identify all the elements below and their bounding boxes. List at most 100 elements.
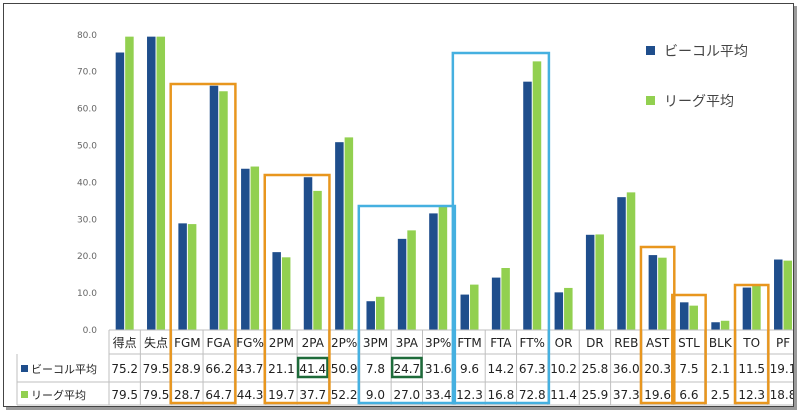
table-value: 19.1 bbox=[770, 362, 793, 376]
bar-beecol-9 bbox=[397, 238, 407, 330]
table-value: 43.7 bbox=[237, 362, 264, 376]
bar-league-0 bbox=[125, 36, 134, 331]
x-category-label: PF bbox=[776, 336, 790, 350]
table-value: 19.7 bbox=[268, 388, 295, 402]
bar-league-14 bbox=[564, 287, 573, 330]
highlight-cell bbox=[390, 356, 423, 379]
legend-label: ビーコル平均 bbox=[664, 44, 748, 60]
bar-beecol-12 bbox=[491, 277, 501, 330]
y-tick-label: 0.0 bbox=[83, 326, 98, 336]
table-row-header: ビーコル平均 bbox=[31, 363, 97, 376]
highlight-box-STL bbox=[671, 293, 707, 405]
table-value: 14.2 bbox=[488, 362, 515, 376]
x-category-label: BLK bbox=[709, 336, 733, 350]
table-value: 79.5 bbox=[143, 388, 170, 402]
highlight-box-FGM bbox=[169, 82, 237, 405]
table-value: 10.2 bbox=[550, 362, 577, 376]
bar-league-3 bbox=[219, 91, 228, 330]
x-category-label: STL bbox=[678, 336, 700, 350]
bar-league-6 bbox=[313, 190, 322, 330]
x-category-label: 2P% bbox=[331, 336, 357, 350]
y-tick-label: 20.0 bbox=[77, 252, 97, 262]
highlight-box-TO bbox=[733, 283, 770, 405]
bar-league-5 bbox=[281, 257, 291, 330]
table-value: 25.8 bbox=[582, 362, 609, 376]
table-value: 2.1 bbox=[711, 362, 730, 376]
bar-league-7 bbox=[344, 137, 354, 330]
table-value: 37.3 bbox=[613, 388, 640, 402]
bar-beecol-21 bbox=[774, 259, 783, 330]
table-value: 7.5 bbox=[679, 362, 698, 376]
table-value: 72.8 bbox=[519, 388, 546, 402]
x-category-label: FT% bbox=[520, 336, 545, 350]
bar-beecol-1 bbox=[147, 36, 156, 331]
bar-league-18 bbox=[689, 305, 698, 330]
bar-beecol-13 bbox=[523, 81, 532, 331]
y-tick-label: 10.0 bbox=[77, 289, 97, 299]
bar-league-11 bbox=[470, 284, 479, 330]
x-category-label: 3PM bbox=[363, 336, 388, 350]
bar-beecol-18 bbox=[679, 302, 689, 330]
table-value: 12.3 bbox=[738, 388, 765, 402]
x-category-label: FTA bbox=[490, 336, 512, 350]
bar-chart: 0.0 10.0 20.0 30.0 40.0 50.0 60.0 70.0 80.0 得点 失点 F… bbox=[16, 31, 793, 406]
x-category-label: 失点 bbox=[144, 335, 168, 350]
bar-league-12 bbox=[501, 268, 510, 330]
bar-beecol-7 bbox=[335, 142, 344, 330]
bar-beecol-2 bbox=[178, 223, 187, 330]
table-value: 28.9 bbox=[174, 362, 201, 376]
x-category-label: FTM bbox=[457, 336, 481, 350]
table-value: 7.8 bbox=[366, 362, 385, 376]
bar-league-13 bbox=[532, 61, 542, 330]
bar-league-1 bbox=[156, 36, 166, 331]
x-category-label: AST bbox=[646, 336, 670, 350]
x-category-label: DR bbox=[586, 336, 604, 350]
bar-beecol-0 bbox=[115, 52, 125, 331]
bar-league-16 bbox=[626, 192, 636, 330]
highlight-box-2PM bbox=[263, 173, 331, 405]
x-category-label: 3P% bbox=[425, 336, 451, 350]
table-value: 9.6 bbox=[460, 362, 479, 376]
y-tick-label: 80.0 bbox=[77, 31, 97, 41]
table-row-header: リーグ平均 bbox=[31, 388, 86, 402]
table-value: 50.9 bbox=[331, 362, 358, 376]
bar-beecol-16 bbox=[617, 197, 626, 330]
x-category-label: 得点 bbox=[113, 335, 137, 350]
bar-beecol-20 bbox=[742, 287, 752, 330]
bar-beecol-17 bbox=[648, 255, 658, 330]
y-tick-label: 30.0 bbox=[77, 215, 97, 225]
table-value: 21.1 bbox=[268, 362, 295, 376]
x-category-label: 2PA bbox=[302, 336, 325, 350]
bar-league-15 bbox=[595, 234, 604, 330]
bar-beecol-3 bbox=[209, 85, 219, 330]
table-value: 44.3 bbox=[237, 388, 264, 402]
legend-swatch-0 bbox=[646, 46, 655, 55]
legend-swatch-1 bbox=[646, 96, 655, 105]
table-value: 36.0 bbox=[613, 362, 640, 376]
highlight-box-FTM bbox=[451, 51, 551, 405]
table-value: 12.3 bbox=[456, 388, 483, 402]
bar-beecol-6 bbox=[303, 177, 313, 330]
x-category-label: 3PA bbox=[396, 336, 419, 350]
table-key-1 bbox=[21, 391, 28, 398]
table-value: 18.8 bbox=[770, 388, 793, 402]
bar-league-19 bbox=[720, 320, 730, 330]
bar-beecol-10 bbox=[429, 213, 438, 330]
table-value: 11.4 bbox=[550, 388, 577, 402]
bar-league-2 bbox=[187, 224, 197, 330]
table-value: 19.6 bbox=[644, 388, 671, 402]
table-value: 11.5 bbox=[738, 362, 765, 376]
table-value: 2.5 bbox=[711, 388, 730, 402]
table-key-0 bbox=[21, 365, 28, 372]
table-value: 16.8 bbox=[488, 388, 515, 402]
x-category-label: TO bbox=[742, 336, 760, 350]
bar-beecol-15 bbox=[585, 234, 595, 330]
table-value: 67.3 bbox=[519, 362, 546, 376]
y-tick-label: 50.0 bbox=[77, 142, 97, 152]
highlight-cell bbox=[296, 356, 329, 379]
table-value: 64.7 bbox=[205, 388, 232, 402]
bar-league-20 bbox=[752, 284, 761, 330]
highlight-box-AST bbox=[639, 245, 676, 405]
table-value: 79.5 bbox=[111, 388, 138, 402]
table-value: 33.4 bbox=[425, 388, 452, 402]
